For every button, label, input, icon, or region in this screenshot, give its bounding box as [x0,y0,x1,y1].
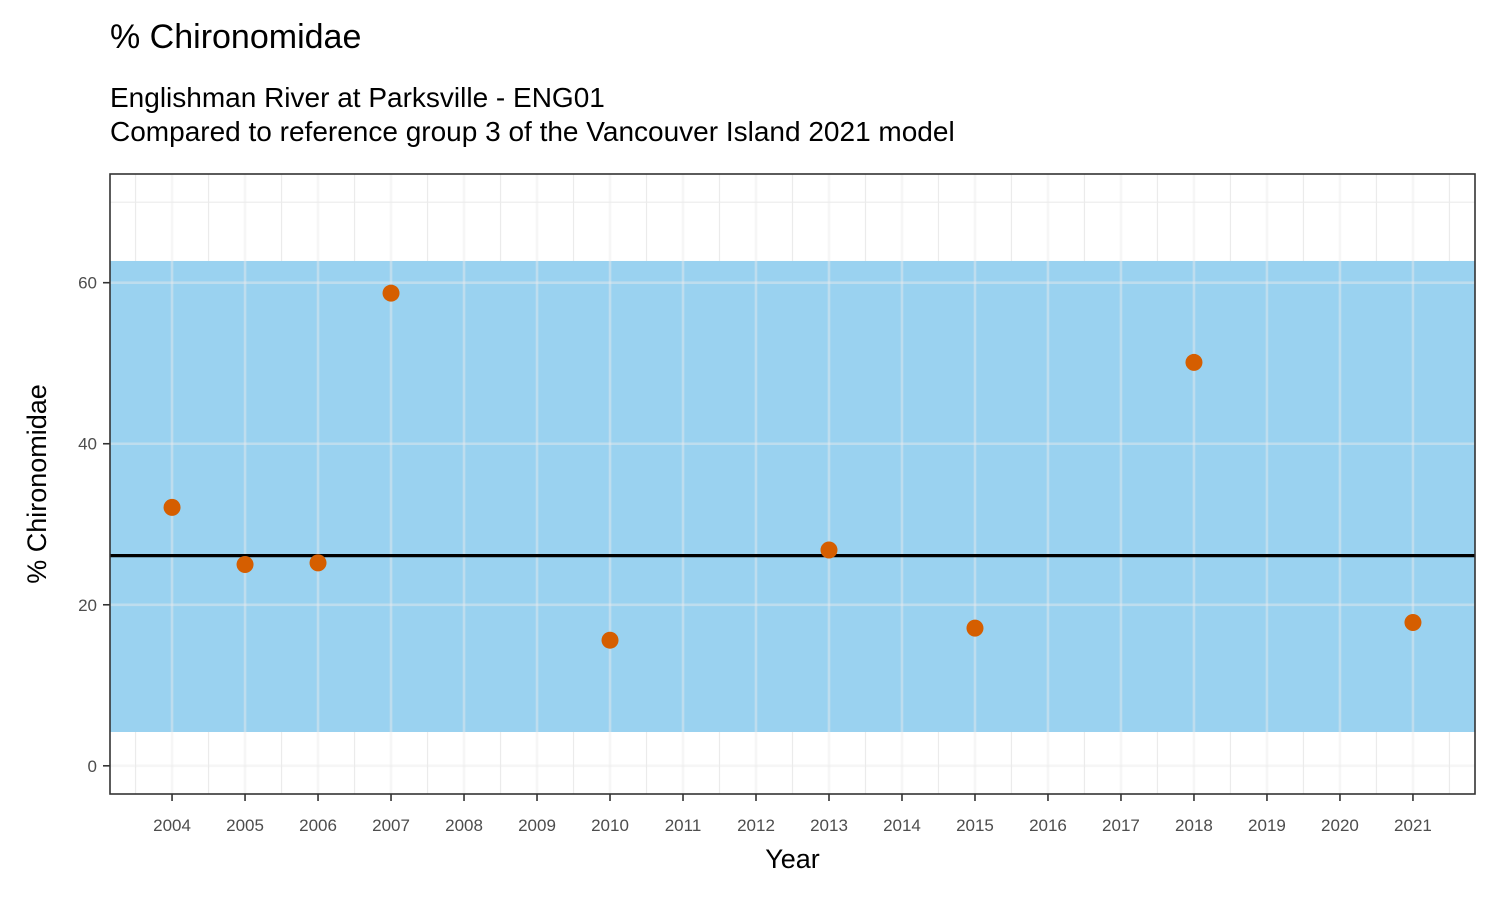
chart-subtitle-site: Englishman River at Parksville - ENG01 [110,82,605,113]
x-tick-label-2006: 2006 [299,816,337,835]
x-tick-label-2018: 2018 [1175,816,1213,835]
x-tick-label-2017: 2017 [1102,816,1140,835]
chart-title: % Chironomidae [110,18,362,56]
data-point-2004 [163,498,181,516]
x-tick-label-2005: 2005 [226,816,264,835]
x-tick-label-2010: 2010 [591,816,629,835]
axes: 2004 2005 2006 2007 2008 2009 2010 2011 2012 2013… [78,274,1432,835]
x-tick-label-2004: 2004 [153,816,191,835]
data-point-2015 [966,619,984,637]
x-tick-label-2012: 2012 [737,816,775,835]
y-tick-label-60: 60 [78,274,97,293]
y-tick-label-40: 40 [78,435,97,454]
x-tick-label-2016: 2016 [1029,816,1067,835]
y-axis-title: % Chironomidae [22,384,52,584]
data-point-2018 [1185,353,1203,371]
x-tick-label-2011: 2011 [665,816,702,835]
y-tick-label-20: 20 [78,596,97,615]
x-tick-label-2019: 2019 [1248,816,1286,835]
x-tick-label-2009: 2009 [518,816,556,835]
data-point-2013 [820,541,838,559]
x-tick-label-2020: 2020 [1321,816,1359,835]
x-tick-label-2008: 2008 [445,816,483,835]
data-point-2010 [601,631,619,649]
panel-border [109,173,1476,795]
x-axis-title: Year [765,844,820,874]
grid-major [110,174,1475,794]
x-tick-label-2007: 2007 [372,816,410,835]
chart-subtitle-reference: Compared to reference group 3 of the Van… [110,116,955,147]
y-tick-label-0: 0 [88,757,97,776]
data-point-2021 [1404,613,1422,631]
data-points [163,284,1422,649]
data-point-2007 [382,284,400,302]
x-tick-label-2015: 2015 [956,816,994,835]
reference-band [110,260,1475,732]
data-point-2005 [236,556,254,574]
x-tick-label-2013: 2013 [810,816,848,835]
x-tick-label-2014: 2014 [883,816,921,835]
reference-band-layer [110,260,1475,732]
data-point-2006 [309,554,327,572]
x-tick-label-2021: 2021 [1394,816,1432,835]
